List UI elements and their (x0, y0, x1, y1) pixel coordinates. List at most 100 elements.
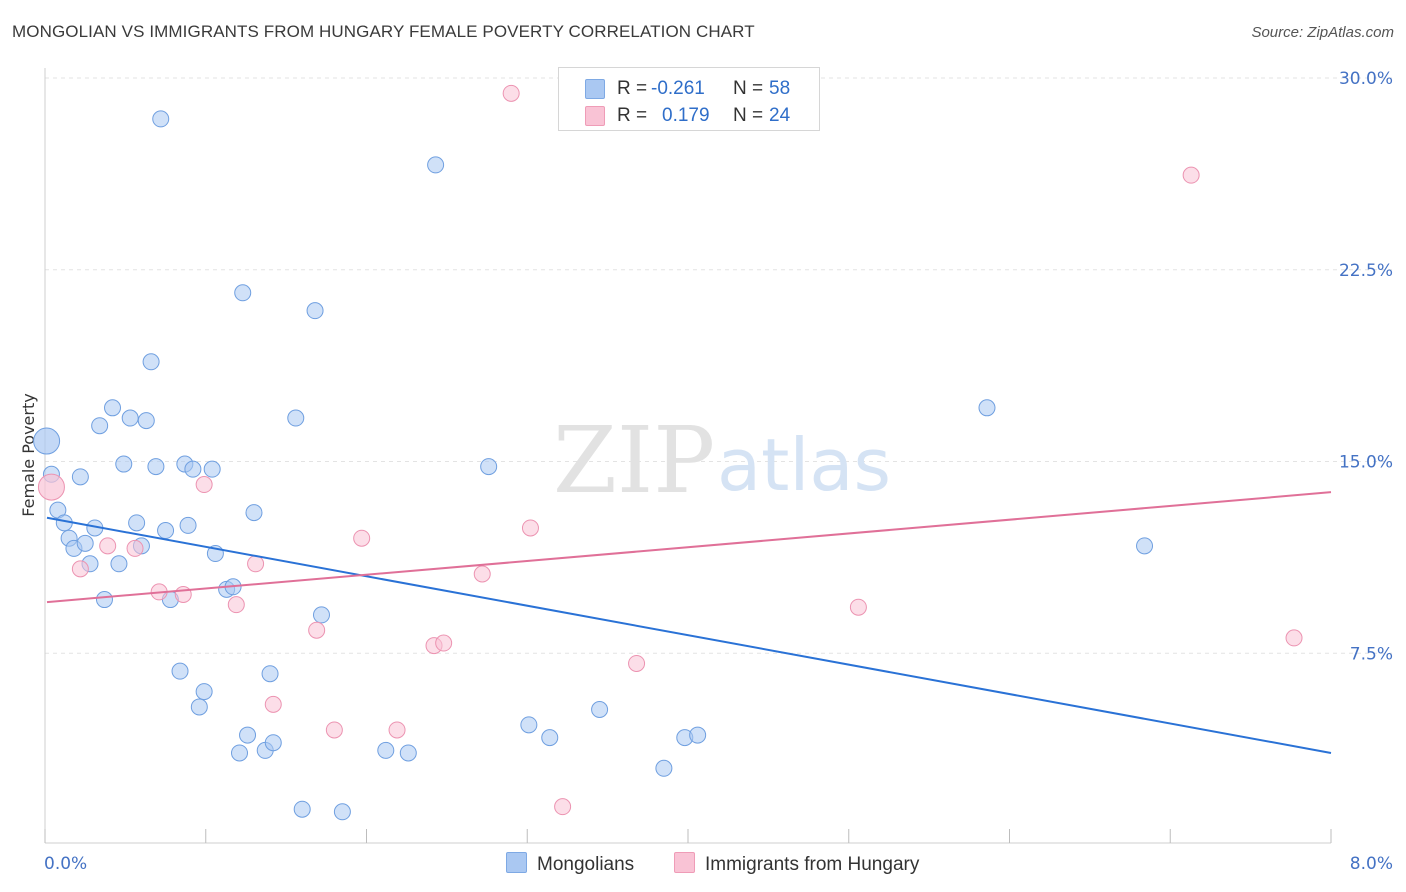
bottom-legend-hungary: Immigrants from Hungary (674, 852, 919, 876)
point-mongolians (203, 460, 221, 478)
data-points (33, 84, 1303, 821)
x-tick-labels: 0.0% 8.0% (44, 854, 1393, 874)
point-hungary (521, 519, 539, 537)
point-mongolians (190, 698, 208, 716)
point-mongolians (261, 665, 279, 683)
point-hungary (554, 798, 572, 816)
point-hungary (126, 539, 144, 557)
point-mongolians (234, 284, 252, 302)
bottom-legend-swatch-hungary (674, 852, 695, 873)
point-mongolians (152, 110, 170, 128)
point-hungary (353, 529, 371, 547)
watermark: ZIP atlas (553, 407, 891, 514)
point-mongolians (245, 504, 263, 522)
point-mongolians (71, 468, 89, 486)
point-mongolians (333, 803, 351, 821)
point-hungary (849, 598, 867, 616)
source-credit: Source: ZipAtlas.com (1251, 24, 1394, 41)
point-hungary (473, 565, 491, 583)
point-mongolians (76, 534, 94, 552)
point-mongolians (95, 591, 113, 609)
point-mongolians (91, 417, 109, 435)
point-mongolians (115, 455, 133, 473)
point-mongolians (541, 729, 559, 747)
x-tick-marks (44, 829, 1332, 843)
point-hungary (1285, 629, 1303, 647)
bottom-legend-swatch-mongolians (506, 852, 527, 873)
point-mongolians (264, 734, 282, 752)
bottom-legend-mongolians: Mongolians (506, 852, 634, 876)
watermark-atlas: atlas (717, 423, 891, 507)
point-mongolians (287, 409, 305, 427)
bottom-legend-label-mongolians: Mongolians (537, 854, 635, 875)
legend-swatch-hungary (585, 106, 605, 126)
point-mongolians (231, 744, 249, 762)
point-hungary (71, 560, 89, 578)
point-mongolians (293, 800, 311, 818)
legend-r-value: 0.179 (662, 105, 710, 126)
point-mongolians (480, 458, 498, 476)
legend-r-label: R = (617, 105, 648, 126)
legend-r-label: R = (617, 78, 648, 99)
point-mongolians (312, 606, 330, 624)
y-tick-label: 22.5% (1339, 261, 1393, 281)
point-hungary (1182, 166, 1200, 184)
trend-lines (46, 491, 1332, 754)
y-tick-label: 30.0% (1339, 69, 1393, 89)
point-mongolians (689, 726, 707, 744)
point-mongolians (306, 302, 324, 320)
watermark-zip: ZIP (553, 407, 715, 514)
point-mongolians (1136, 537, 1154, 555)
y-tick-label: 7.5% (1350, 644, 1393, 664)
point-hungary (308, 621, 326, 639)
point-mongolians (239, 726, 257, 744)
point-mongolians (128, 514, 146, 532)
y-axis-label: Female Poverty (19, 393, 38, 516)
point-mongolians (655, 759, 673, 777)
point-mongolians (142, 353, 160, 371)
point-hungary (247, 555, 265, 573)
point-mongolians (157, 522, 175, 540)
point-hungary (99, 537, 117, 555)
trend-line-mongolians (46, 516, 1332, 754)
y-tick-label: 15.0% (1339, 453, 1393, 473)
point-hungary (227, 596, 245, 614)
point-mongolians (121, 409, 139, 427)
legend-n-label: N = (733, 78, 764, 99)
point-mongolians (179, 516, 197, 534)
legend-n-value: 24 (769, 105, 791, 126)
bottom-legend-label-hungary: Immigrants from Hungary (705, 854, 920, 875)
point-hungary (195, 476, 213, 494)
legend-n-value: 58 (769, 78, 791, 99)
point-hungary (325, 721, 343, 739)
y-tick-labels: 7.5% 15.0% 22.5% 30.0% (1339, 69, 1393, 664)
point-mongolians (184, 460, 202, 478)
point-hungary (37, 473, 65, 501)
point-hungary (174, 585, 192, 603)
legend-r-value: -0.261 (651, 78, 705, 99)
x-tick-label: 0.0% (44, 854, 87, 874)
grid-lines (45, 77, 1392, 654)
chart-title: MONGOLIAN VS IMMIGRANTS FROM HUNGARY FEM… (12, 22, 755, 41)
point-mongolians (171, 662, 189, 680)
point-mongolians (104, 399, 122, 417)
point-mongolians (137, 412, 155, 430)
point-mongolians (195, 683, 213, 701)
point-hungary (628, 654, 646, 672)
correlation-legend: R = -0.261 N = 58 R = 0.179 N = 24 (558, 67, 820, 131)
x-tick-label: 8.0% (1350, 854, 1393, 874)
point-mongolians (520, 716, 538, 734)
point-mongolians (377, 741, 395, 759)
legend-n-label: N = (733, 105, 764, 126)
legend-swatch-mongolians (585, 79, 605, 99)
point-mongolians (110, 555, 128, 573)
point-mongolians (147, 458, 165, 476)
point-mongolians (978, 399, 996, 417)
point-mongolians (591, 700, 609, 718)
point-hungary (388, 721, 406, 739)
point-hungary (264, 695, 282, 713)
trend-line-hungary (46, 491, 1332, 604)
point-mongolians (33, 427, 61, 455)
point-hungary (502, 84, 520, 102)
